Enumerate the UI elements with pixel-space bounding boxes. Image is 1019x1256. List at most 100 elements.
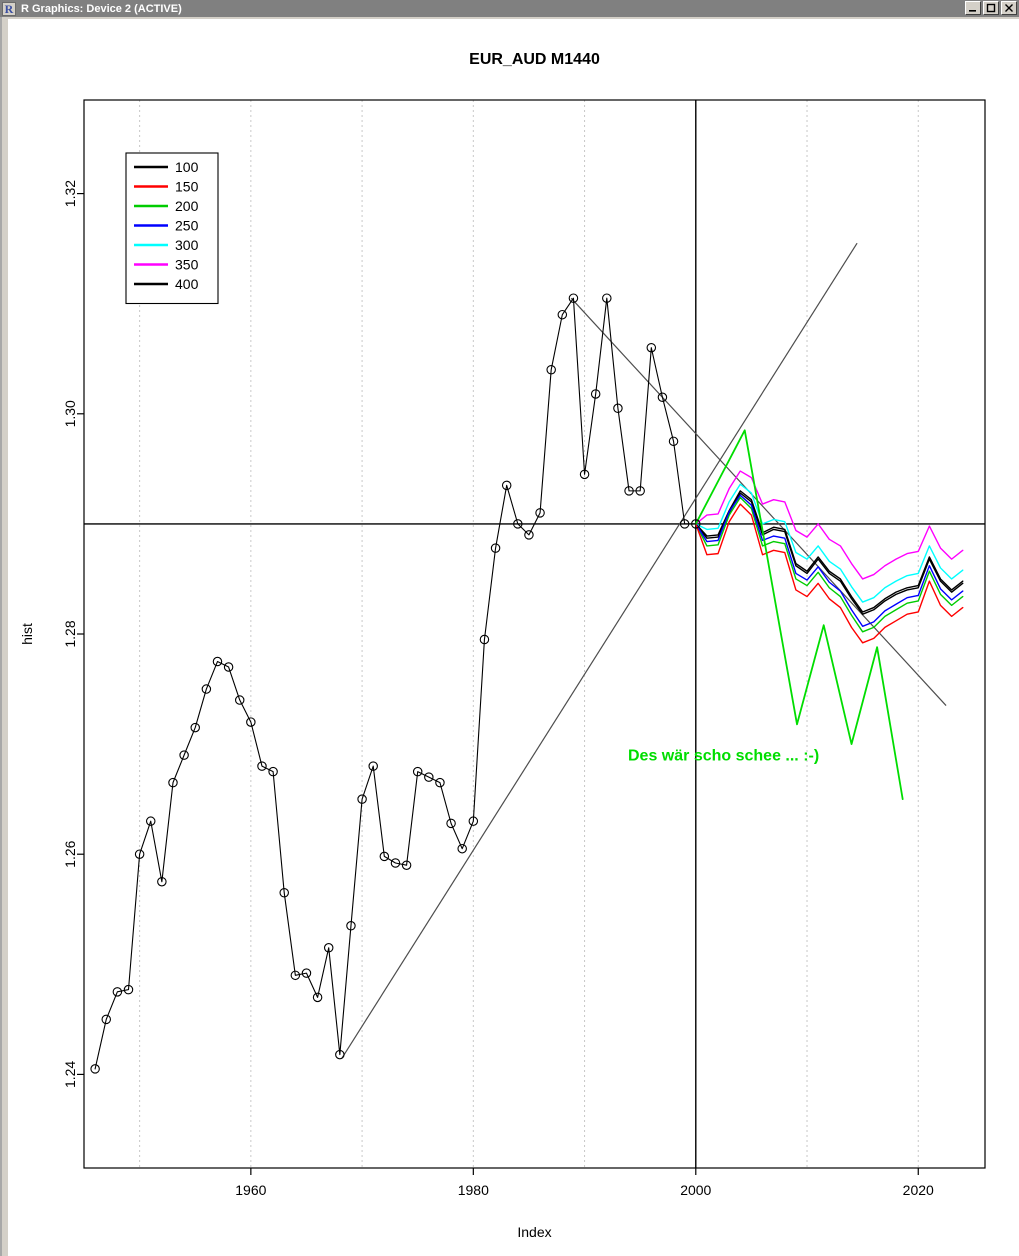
gridlines xyxy=(139,100,919,1168)
data-point xyxy=(557,309,568,320)
data-point xyxy=(145,816,156,826)
legend-label-400: 400 xyxy=(175,276,199,292)
data-point xyxy=(524,530,534,540)
data-point xyxy=(323,943,334,953)
legend-box xyxy=(125,152,219,305)
data-point xyxy=(168,777,178,788)
data-point xyxy=(112,987,123,997)
data-point xyxy=(501,480,512,491)
data-point xyxy=(246,717,256,727)
data-point xyxy=(424,772,434,782)
data-point xyxy=(357,794,367,804)
data-point xyxy=(513,519,523,529)
window-title: R Graphics: Device 2 (ACTIVE) xyxy=(21,2,182,15)
window-titlebar[interactable]: R R Graphics: Device 2 (ACTIVE) xyxy=(0,0,1019,17)
data-point xyxy=(279,887,289,898)
data-point xyxy=(412,766,423,777)
data-point xyxy=(535,508,545,518)
data-point xyxy=(657,392,668,403)
data-point xyxy=(490,543,501,553)
x-tick-label: 1980 xyxy=(458,1182,489,1198)
data-point xyxy=(546,364,556,375)
data-point xyxy=(602,293,612,303)
series-250 xyxy=(695,494,964,627)
data-point xyxy=(390,858,401,868)
data-point xyxy=(290,970,301,981)
data-point xyxy=(179,750,189,760)
data-point xyxy=(590,389,601,399)
data-layer: Des wär scho schee ... :-) xyxy=(84,100,985,1168)
x-axis-label: Index xyxy=(517,1224,551,1240)
data-point xyxy=(201,684,212,694)
y-tick-label: 1.30 xyxy=(62,400,78,427)
series-200 xyxy=(695,496,964,633)
minimize-button[interactable] xyxy=(965,1,981,15)
data-point xyxy=(90,1064,100,1074)
legend-label-350: 350 xyxy=(175,257,199,273)
plot-frame xyxy=(83,99,986,1169)
data-point xyxy=(301,968,312,978)
hist-markers xyxy=(90,293,701,1074)
eur-aud-chart: EUR_AUD M1440 1.24 1.26 1.28 1.30 1.32 1960 198… xyxy=(19,51,986,1240)
falling-trend xyxy=(570,297,947,706)
series-300 xyxy=(695,483,964,603)
data-point xyxy=(479,634,490,645)
series-100 xyxy=(695,492,964,615)
data-point xyxy=(123,984,134,995)
legend-label-250: 250 xyxy=(175,218,199,234)
data-point xyxy=(212,656,223,667)
data-point xyxy=(134,849,145,859)
data-point xyxy=(234,695,245,705)
close-button[interactable] xyxy=(1001,1,1017,15)
data-point xyxy=(635,486,645,496)
green-comment: Des wär scho schee ... :-) xyxy=(628,748,819,765)
y-tick-label: 1.24 xyxy=(62,1061,78,1088)
data-point xyxy=(268,766,278,777)
data-point xyxy=(101,1014,112,1025)
y-tick-label: 1.28 xyxy=(62,620,78,647)
series-wish-path xyxy=(694,429,904,801)
chart-title: EUR_AUD M1440 xyxy=(469,51,600,68)
r-logo-icon: R xyxy=(2,1,16,16)
y-tick-label: 1.32 xyxy=(62,180,78,207)
series-350 xyxy=(695,470,964,580)
data-point xyxy=(346,921,356,931)
data-point xyxy=(401,860,412,870)
y-tick-label: 1.26 xyxy=(62,840,78,867)
plot-canvas: EUR_AUD M1440 1.24 1.26 1.28 1.30 1.32 1960 198… xyxy=(8,19,1019,1256)
data-point xyxy=(223,662,234,672)
legend-label-150: 150 xyxy=(175,179,199,195)
y-axis-label: hist xyxy=(19,623,35,645)
legend-label-100: 100 xyxy=(175,159,199,175)
window-client-area: EUR_AUD M1440 1.24 1.26 1.28 1.30 1.32 1960 198… xyxy=(0,17,1019,1256)
axes: 1.24 1.26 1.28 1.30 1.32 1960 1980 2000 2020 xyxy=(62,180,934,1198)
data-point xyxy=(435,777,445,788)
data-point xyxy=(624,486,634,496)
series-150 xyxy=(695,503,964,644)
data-point xyxy=(190,722,200,733)
rising-trend xyxy=(341,242,858,1059)
data-point xyxy=(468,816,479,826)
data-point xyxy=(312,992,323,1003)
series-hist xyxy=(94,297,697,1070)
data-point xyxy=(646,342,657,353)
chart-legend: 100 150 200 250 300 350 400 xyxy=(125,152,219,305)
maximize-button[interactable] xyxy=(983,1,999,15)
data-point xyxy=(457,843,467,854)
x-tick-label: 2020 xyxy=(903,1182,934,1198)
x-tick-label: 1960 xyxy=(235,1182,266,1198)
legend-label-300: 300 xyxy=(175,237,199,253)
data-point xyxy=(379,851,390,862)
data-point xyxy=(368,761,378,771)
data-point xyxy=(257,761,267,771)
data-point xyxy=(579,469,590,480)
data-point xyxy=(691,519,701,529)
series-400 xyxy=(695,490,964,613)
data-point xyxy=(335,1049,345,1060)
data-point xyxy=(679,519,690,529)
legend-label-200: 200 xyxy=(175,198,199,214)
data-point xyxy=(613,403,623,414)
window-controls xyxy=(965,1,1017,15)
x-tick-label: 2000 xyxy=(680,1182,711,1198)
